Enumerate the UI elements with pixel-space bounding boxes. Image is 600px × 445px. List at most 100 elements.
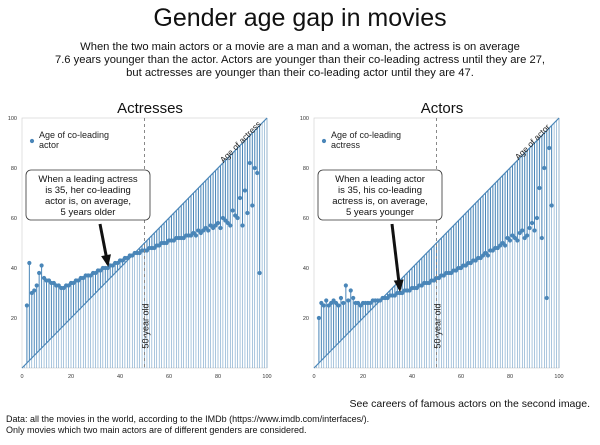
footer-note-text: See careers of famous actors on the seco… — [349, 398, 590, 410]
data-point — [520, 228, 525, 233]
y-tick-label: 100 — [300, 116, 309, 122]
legend-label: Age of co-leading actress — [331, 130, 401, 150]
footer-note: See careers of famous actors on the seco… — [0, 398, 600, 410]
data-point — [24, 303, 29, 308]
source-line: Only movies which two main actors are of… — [6, 425, 307, 435]
x-tick-label: 60 — [166, 374, 172, 380]
annotation-text-line: is 35, his co-leading — [338, 185, 422, 196]
data-point — [218, 225, 223, 231]
data-point — [247, 160, 252, 166]
data-point — [539, 235, 544, 241]
data-point — [338, 295, 344, 301]
source-line: Data: all the movies in the world, accor… — [6, 414, 370, 424]
data-point — [255, 170, 260, 176]
y-tick-label: 60 — [11, 216, 17, 222]
y-tick-label: 80 — [303, 166, 309, 172]
data-point — [228, 223, 233, 228]
x-tick-label: 100 — [554, 374, 563, 380]
annotation-text: When a leading actor is 35, his co-leadin… — [332, 174, 428, 218]
data-point — [215, 220, 221, 226]
legend-label-line: Age of co-leading — [39, 130, 109, 140]
data-point — [485, 253, 491, 258]
x-tick-label: 80 — [507, 374, 513, 380]
data-point — [532, 228, 537, 233]
data-point — [507, 238, 513, 243]
data-point — [525, 233, 530, 238]
data-point — [324, 298, 329, 303]
x-tick-label: 20 — [68, 374, 74, 380]
annotation-box — [317, 169, 443, 221]
legend-label-line: actor — [39, 140, 59, 150]
data-point — [257, 270, 262, 276]
y-tick-label: 40 — [303, 266, 309, 272]
data-point — [549, 203, 554, 208]
data-point — [250, 203, 255, 208]
annotation-text-line: When a leading actress — [38, 174, 138, 185]
x-tick-label: 20 — [360, 374, 366, 380]
annotation-text: When a leading actress is 35, her co-lead… — [38, 174, 138, 218]
annotation-text-line: actress is, on average, — [332, 196, 428, 207]
x-tick-label: 40 — [409, 374, 415, 380]
y-tick-label: 60 — [303, 216, 309, 222]
annotation-arrow — [390, 223, 402, 290]
chart-title: Gender age gap in movies — [153, 4, 447, 32]
data-point — [235, 215, 240, 221]
data-point — [242, 188, 248, 193]
data-point — [321, 303, 326, 308]
data-point — [230, 208, 235, 213]
x-tick-label: 0 — [312, 374, 315, 380]
data-point — [27, 260, 32, 266]
data-point — [515, 238, 520, 243]
data-point — [32, 288, 37, 293]
data-point — [252, 165, 257, 171]
data-point — [537, 185, 542, 191]
data-point — [346, 298, 351, 303]
data-point — [206, 228, 211, 233]
data-point — [544, 295, 549, 301]
legend-label: Age of co-leading actor — [39, 130, 109, 150]
legend-marker — [321, 138, 327, 144]
data-point — [547, 145, 552, 151]
data-point — [316, 315, 321, 321]
subtitle-line: but actresses are younger than their co-… — [126, 67, 474, 79]
data-point — [341, 300, 346, 306]
chart-subtitle: When the two main actors or a movie are … — [20, 41, 580, 80]
source-note: Data: all the movies in the world, accor… — [6, 414, 369, 436]
annotation-arrow-head — [101, 254, 111, 267]
data-point — [240, 223, 245, 228]
y-tick-label: 20 — [303, 316, 309, 322]
data-point — [534, 215, 540, 221]
legend-label-line: Age of co-leading — [331, 130, 401, 140]
data-point — [343, 283, 348, 288]
annotation-text-line: 5 years younger — [346, 207, 414, 218]
x-tick-label: 80 — [215, 374, 221, 380]
data-point — [529, 220, 535, 226]
annotation-text-line: is 35, her co-leading — [45, 185, 131, 196]
data-point — [237, 195, 243, 201]
x-tick-label: 100 — [262, 374, 271, 380]
y-tick-label: 40 — [11, 266, 17, 272]
data-point — [503, 243, 508, 248]
data-point — [351, 295, 356, 301]
vertical-line-label: 50-year old — [433, 303, 443, 348]
x-tick-label: 0 — [20, 374, 23, 380]
subtitle-line: 7.6 years younger than the actor. Actors… — [54, 54, 546, 66]
subtitle-line: When the two main actors or a movie are … — [80, 41, 520, 53]
data-point — [336, 303, 341, 308]
data-point — [542, 165, 547, 171]
x-tick-label: 60 — [458, 374, 464, 380]
data-point — [527, 225, 532, 231]
annotation-text-line: 5 years older — [61, 207, 116, 218]
data-point — [348, 288, 353, 293]
data-point — [193, 233, 199, 238]
panel-title-actresses: Actresses — [117, 100, 183, 117]
data-point — [37, 270, 42, 276]
legend-marker — [29, 138, 35, 144]
data-point — [39, 263, 44, 268]
y-tick-label: 80 — [11, 166, 17, 172]
panel-title-actors: Actors — [420, 100, 464, 117]
x-tick-label: 40 — [117, 374, 123, 380]
